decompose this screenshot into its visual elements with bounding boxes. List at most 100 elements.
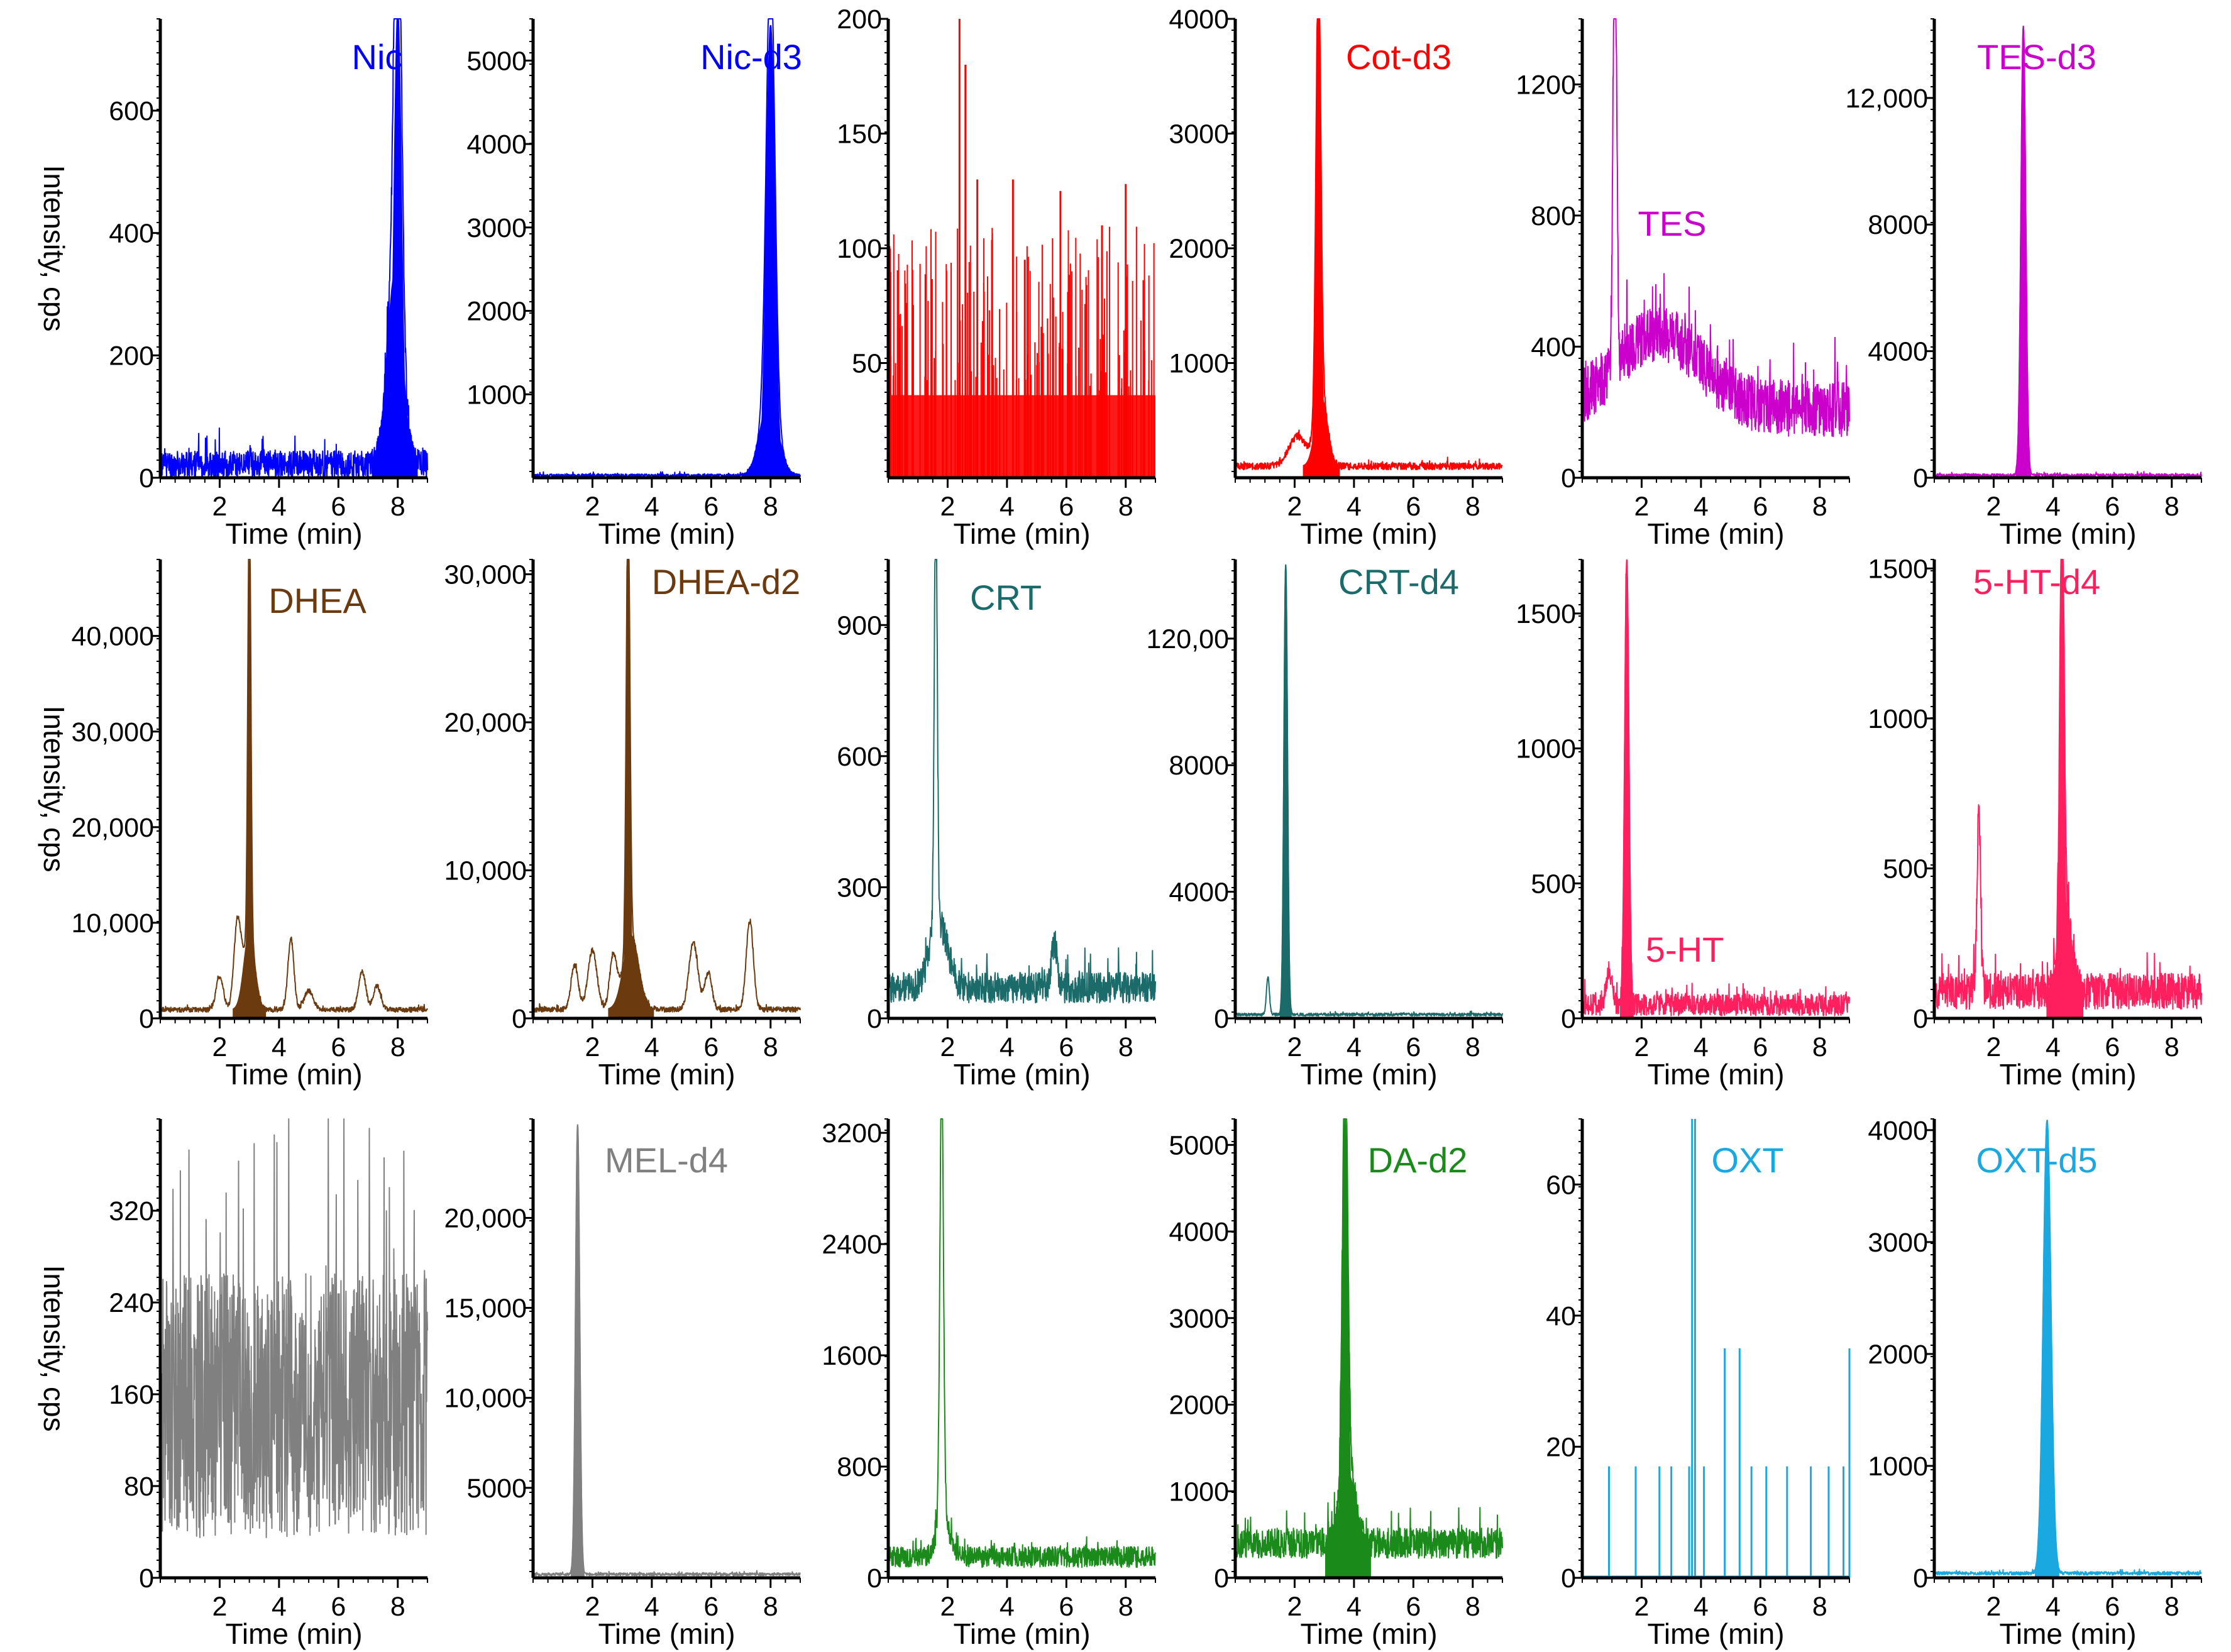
- x-tick-label: 2: [212, 1032, 227, 1062]
- x-tick-label: 2: [585, 1032, 600, 1062]
- analyte-label: OXT-d5: [1976, 1140, 2098, 1180]
- x-tick-label: 8: [1118, 1032, 1133, 1062]
- y-tick-label: 20,000: [444, 708, 527, 738]
- x-axis-title: Time (min): [953, 517, 1090, 550]
- y-tick-label: 1000: [1169, 349, 1229, 379]
- y-tick-label: 300: [837, 873, 882, 903]
- y-tick-label: 800: [837, 1452, 882, 1482]
- peak-fill: [2046, 900, 2084, 1019]
- analyte-label: DHEA-d2: [652, 562, 801, 602]
- y-tick-label: 1600: [822, 1341, 882, 1371]
- analyte-label: DHEA: [268, 581, 366, 620]
- trace-line: [1583, 18, 1850, 438]
- x-tick-label: 2: [940, 1592, 955, 1622]
- chromatogram-panel: 0 10,000 20,000 30,000 40,000 2 4 6 8 Time (min) I…: [38, 559, 428, 1091]
- y-tick-label: 600: [837, 742, 882, 772]
- x-tick-label: 6: [703, 492, 719, 522]
- y-tick-label: 60: [1546, 1170, 1576, 1200]
- x-tick-label: 8: [2164, 492, 2179, 522]
- analyte-label: 5-HT-d4: [1973, 562, 2100, 602]
- analyte-label: CRT-d4: [1338, 562, 1459, 602]
- x-tick-label: 6: [2105, 1592, 2120, 1622]
- chromatogram-panel: 1000 2000 3000 4000 2 4 6 8 Time (min) Cot-d3: [1169, 4, 1503, 550]
- y-tick-label: 800: [1531, 201, 1576, 231]
- x-tick-label: 2: [940, 492, 955, 522]
- x-tick-label: 6: [1406, 1592, 1421, 1622]
- y-tick-label: 20,000: [444, 1203, 527, 1233]
- analyte-label: OXT: [1711, 1140, 1783, 1180]
- y-tick-label: 320: [109, 1196, 154, 1226]
- trace-line: [1935, 559, 2202, 1010]
- y-tick-label: 5000: [466, 1473, 527, 1504]
- x-tick-label: 4: [1347, 1592, 1362, 1622]
- x-tick-label: 6: [1059, 492, 1074, 522]
- x-tick-label: 2: [1634, 1592, 1649, 1622]
- y-tick-label: 160: [109, 1380, 154, 1410]
- y-tick-label: 10,000: [444, 856, 527, 886]
- y-tick-label: 15,000: [444, 1294, 527, 1324]
- analyte-label: Nic-d3: [700, 37, 802, 77]
- trace-line: [534, 559, 801, 1013]
- x-tick-label: 4: [272, 1032, 287, 1062]
- x-axis-title: Time (min): [1300, 517, 1437, 550]
- trace-line: [1236, 18, 1503, 471]
- x-tick-label: 6: [331, 1592, 346, 1622]
- x-tick-label: 4: [2046, 1032, 2061, 1062]
- x-axis-title: Time (min): [598, 517, 735, 550]
- analyte-label: CRT: [970, 578, 1042, 617]
- analyte-label: TES: [1638, 204, 1707, 243]
- x-tick-label: 8: [1812, 1032, 1827, 1062]
- y-tick-label: 0: [139, 1004, 154, 1034]
- y-tick-label: 2000: [1169, 1390, 1229, 1421]
- y-tick-label: 5000: [466, 46, 527, 76]
- analyte-label: Nic: [352, 37, 403, 77]
- chromatogram-panel: 0 10,000 20,000 30,000 2 4 6 8 Time (min) DHEA-d2: [444, 559, 801, 1091]
- y-tick-label: 0: [1913, 1004, 1928, 1034]
- y-tick-label: 0: [1214, 1563, 1229, 1594]
- x-tick-label: 6: [1753, 492, 1768, 522]
- x-tick-label: 6: [703, 1592, 719, 1622]
- x-tick-label: 4: [2046, 492, 2061, 522]
- y-tick-label: 0: [139, 1563, 154, 1594]
- x-tick-label: 6: [1753, 1032, 1768, 1062]
- trace-line: [161, 559, 428, 1013]
- x-tick-label: 8: [1465, 492, 1480, 522]
- chromatogram-panel: 0 4000 8000 12,000 2 4 6 8 Time (min) TES-d3: [1845, 18, 2202, 550]
- y-tick-label: 2400: [822, 1230, 882, 1260]
- y-tick-label: 240: [109, 1288, 154, 1318]
- y-tick-label: 1200: [1516, 70, 1576, 100]
- x-tick-label: 8: [390, 1592, 405, 1622]
- x-tick-label: 4: [272, 492, 287, 522]
- chromatogram-panel: 0 1000 2000 3000 4000 5000 2 4 6 8 Time (min) DA-d2: [1169, 1118, 1503, 1650]
- analyte-label: Cot-d3: [1346, 37, 1452, 77]
- x-axis-title: Time (min): [953, 1058, 1090, 1091]
- peak-fill: [372, 273, 418, 478]
- x-axis-title: Time (min): [225, 1617, 362, 1650]
- x-tick-label: 4: [1000, 1032, 1015, 1062]
- x-tick-label: 6: [1753, 1592, 1768, 1622]
- x-tick-label: 4: [1347, 1032, 1362, 1062]
- x-axis-title: Time (min): [1647, 1058, 1784, 1091]
- y-tick-label: 12,000: [1845, 84, 1928, 114]
- x-tick-label: 4: [1000, 1592, 1015, 1622]
- y-tick-label: 1000: [1516, 734, 1576, 764]
- x-axis-title: Time (min): [1647, 517, 1784, 550]
- y-tick-label: 3000: [466, 213, 527, 243]
- chromatogram-panel: 0 500 1000 1500 2 4 6 8 Time (min) 5-HT: [1516, 559, 1850, 1091]
- y-tick-label: 2000: [466, 297, 527, 327]
- y-tick-label: 0: [1214, 1004, 1229, 1034]
- y-tick-label: 10,000: [444, 1384, 527, 1414]
- y-tick-label: 1000: [1169, 1477, 1229, 1507]
- x-tick-label: 8: [390, 1032, 405, 1062]
- x-axis-title: Time (min): [1300, 1617, 1437, 1650]
- trace-line: [889, 1118, 1156, 1568]
- chromatogram-panel: 0 20 40 60 2 4 6 8 Time (min) OXT: [1546, 1118, 1851, 1650]
- y-tick-label: 0: [1561, 1563, 1576, 1594]
- x-tick-label: 2: [1986, 1592, 2001, 1622]
- y-tick-label: 4000: [1868, 337, 1928, 367]
- x-tick-label: 6: [1406, 1032, 1421, 1062]
- y-tick-label: 0: [512, 1004, 527, 1034]
- x-axis-title: Time (min): [1647, 1617, 1784, 1650]
- analyte-label: DA-d2: [1368, 1140, 1468, 1180]
